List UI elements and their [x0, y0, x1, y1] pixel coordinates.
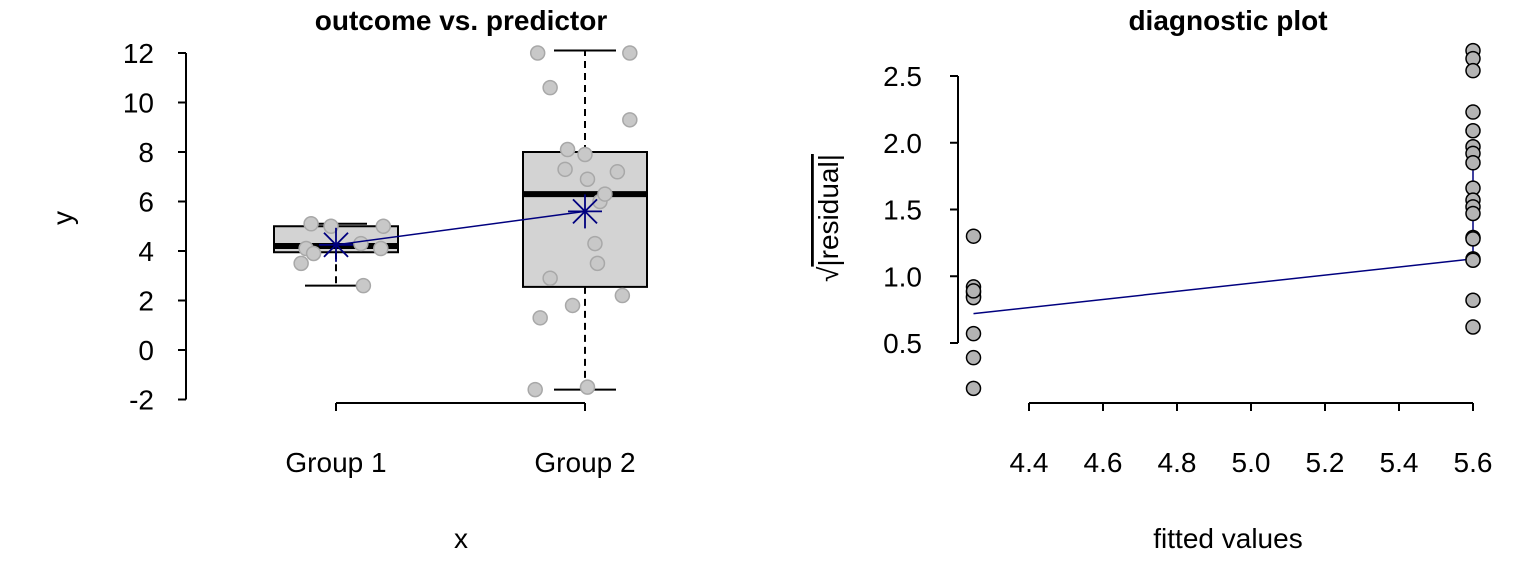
trend-line [973, 258, 1474, 315]
data-point [527, 381, 543, 398]
data-point [1465, 205, 1481, 222]
data-point [542, 270, 558, 286]
diagnostic-y-label: √|residual| [813, 154, 844, 282]
diagnostic-title: diagnostic plot [1128, 5, 1327, 36]
y-tick-label: 10 [123, 88, 154, 119]
data-point [589, 255, 606, 272]
data-point [965, 283, 982, 299]
x-tick-label: 4.6 [1084, 447, 1123, 478]
data-point [373, 240, 389, 257]
data-point [293, 255, 309, 272]
x-tick-label: 5.6 [1454, 447, 1493, 478]
mean-marker [319, 227, 353, 262]
data-point [323, 218, 339, 234]
y-tick-label: 4 [138, 236, 154, 267]
data-point [609, 164, 626, 180]
data-point [614, 287, 631, 304]
y-tick-label: 8 [138, 137, 154, 168]
diagnostic-x-label: fitted values [1153, 523, 1302, 554]
y-tick-label: 2.0 [883, 128, 922, 159]
diagnostic-y-axis: 0.5 1.0 1.5 2.0 2.5 [883, 61, 959, 359]
y-tick-label: 2.5 [883, 61, 922, 92]
x-tick-label: 4.8 [1158, 447, 1197, 478]
diagnostic-panel: diagnostic plot 0.51.01.52.02.5 4.4 4.6 4.… [813, 5, 1492, 554]
data-point [622, 112, 638, 128]
y-tick-label: 0.5 [883, 328, 922, 359]
data-point [1465, 122, 1481, 139]
y-tick-label: 12 [123, 38, 154, 69]
data-point [579, 171, 596, 187]
x-tick-label: 5.0 [1232, 447, 1271, 478]
mean-marker-stroke [323, 232, 349, 258]
data-point [542, 79, 558, 96]
diagnostic-points [965, 42, 1481, 397]
data-point [1465, 231, 1481, 247]
boxplot-x-label: x [454, 523, 468, 554]
y-tick-label: 6 [138, 187, 154, 218]
x-tick-label: 5.2 [1306, 447, 1345, 478]
y-tick-label: 2 [138, 286, 154, 317]
data-point [1465, 319, 1481, 335]
data-point [597, 186, 613, 202]
y-tick-label: 1.0 [883, 261, 922, 292]
data-point [965, 228, 982, 244]
data-point [965, 325, 982, 342]
data-point [1465, 62, 1481, 79]
data-point [303, 216, 319, 232]
boxplot-y-axis: -2 0 2 4 6 8 10 12 [123, 38, 187, 416]
data-point [353, 235, 369, 252]
data-point [305, 245, 322, 262]
boxplot-x-axis: Group 1 Group 2 [285, 402, 636, 478]
mean-marker [568, 194, 602, 229]
data-point [532, 310, 548, 326]
mean-connector [335, 210, 586, 246]
x-tick-label: 4.4 [1010, 447, 1049, 478]
boxplot-title: outcome vs. predictor [315, 5, 608, 36]
data-point [557, 161, 573, 178]
data-point [577, 146, 593, 163]
x-tick-label: Group 1 [285, 447, 386, 478]
data-point [1465, 292, 1481, 309]
data-point [529, 45, 546, 61]
boxplot-y-label: y [47, 211, 78, 225]
y-tick-label: 0 [138, 335, 154, 366]
boxplot-points [293, 45, 638, 398]
y-tick-label: -2 [129, 385, 154, 416]
abs-residual-text: |residual| [813, 154, 844, 267]
x-tick-label: Group 2 [534, 447, 635, 478]
sqrt-radical: √ [813, 266, 844, 282]
data-point [965, 349, 982, 366]
data-point [587, 235, 603, 252]
data-point [1465, 252, 1481, 268]
data-point [965, 380, 982, 397]
data-point [1465, 104, 1481, 120]
data-point [355, 277, 372, 294]
boxplot-panel: outcome vs. predictor -2 0 2 4 6 8 10 12 Group … [47, 5, 648, 554]
diagnostic-x-axis: 4.4 4.6 4.8 5.0 5.2 5.4 5.6 [1010, 402, 1493, 478]
data-point [564, 297, 581, 314]
data-point [1465, 155, 1481, 171]
boxplot-mean-line [319, 194, 602, 262]
data-point [622, 45, 638, 61]
diagnostic-trend-line [973, 142, 1474, 315]
x-tick-label: 5.4 [1380, 447, 1419, 478]
y-tick-label: 1.5 [883, 195, 922, 226]
data-point [579, 379, 596, 395]
data-point [559, 141, 576, 158]
mean-marker-stroke [572, 198, 598, 225]
data-point [375, 218, 392, 234]
